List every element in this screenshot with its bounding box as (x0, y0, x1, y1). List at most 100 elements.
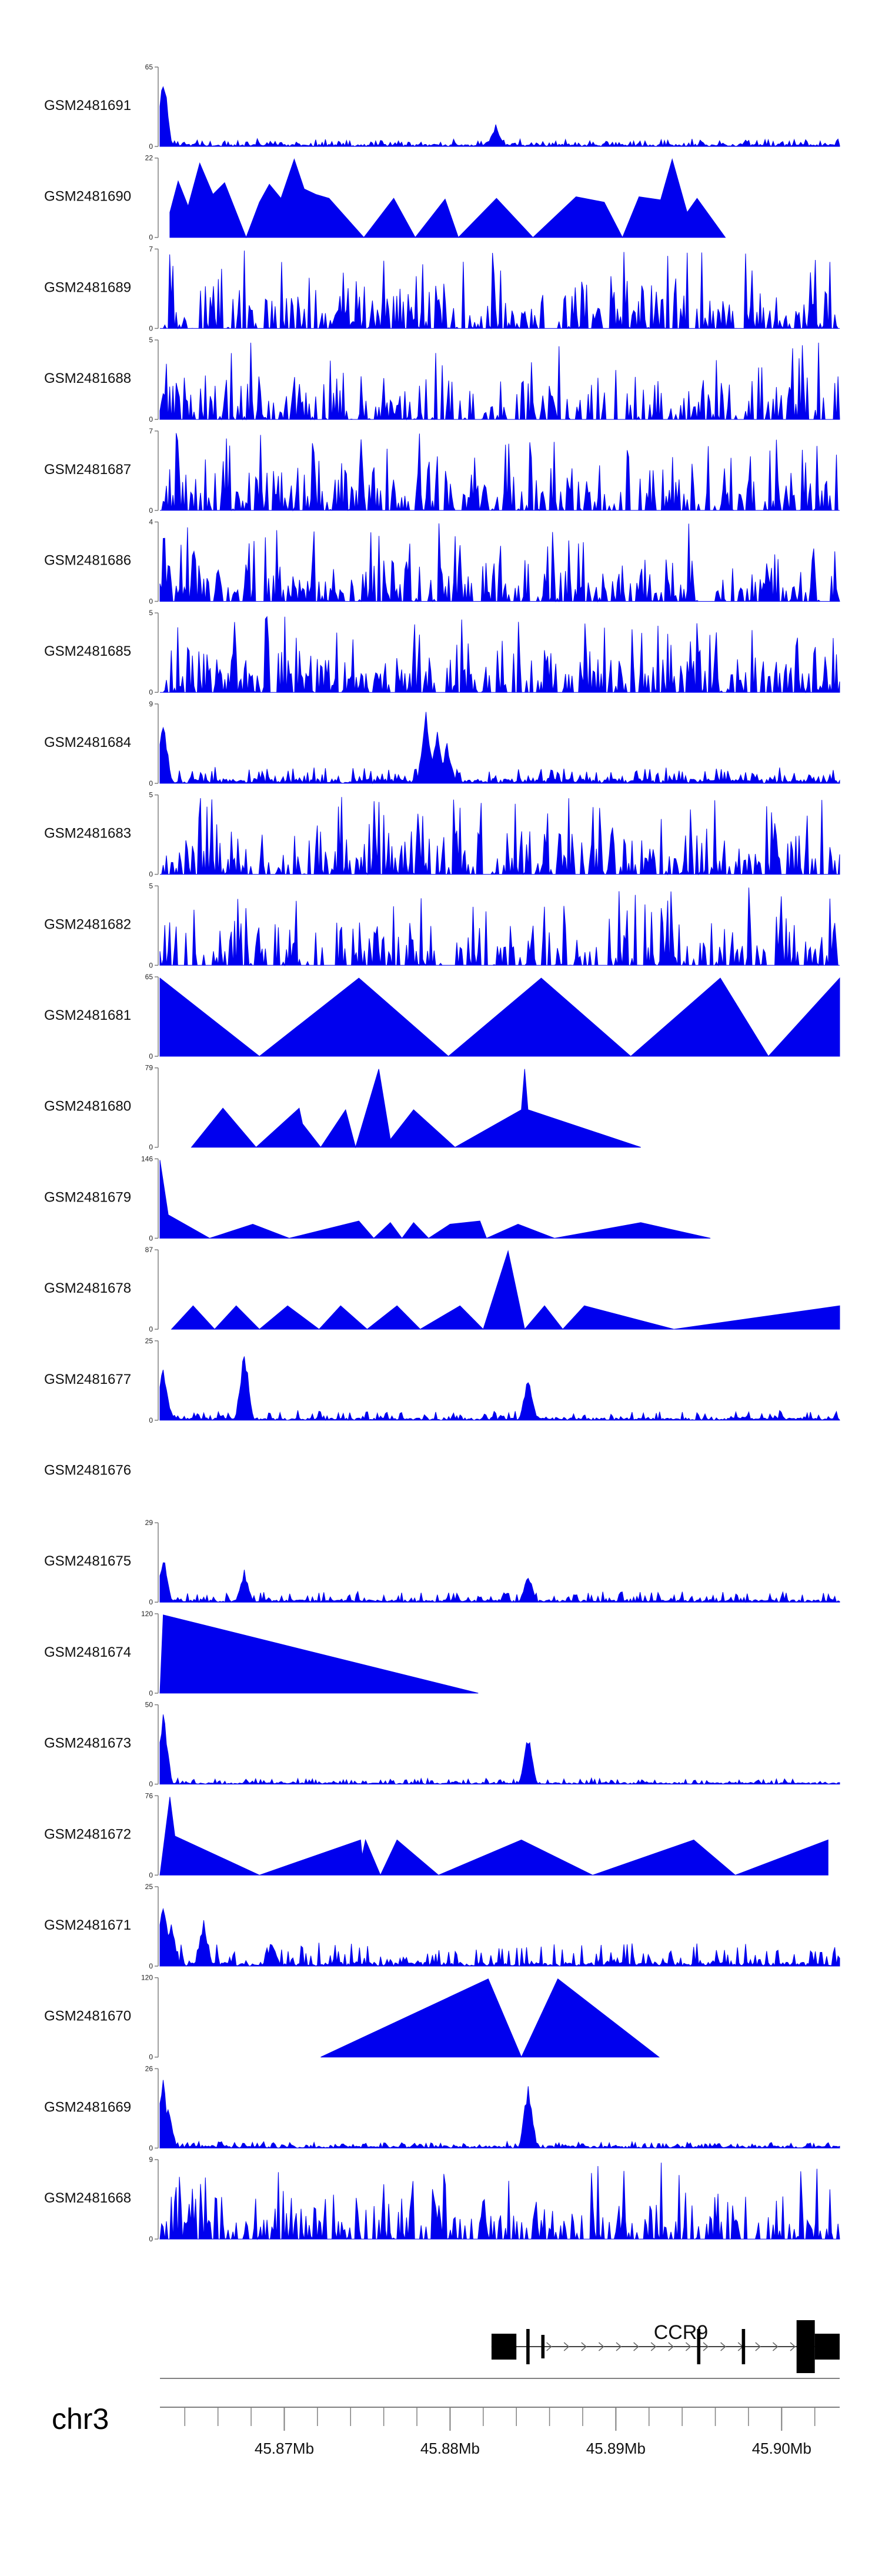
track-coverage-area (160, 616, 840, 693)
track-y-zero-label: 0 (149, 233, 153, 242)
track-GSM2481681: GSM2481681 65 0 (44, 973, 840, 1060)
gene-exons (491, 2320, 840, 2373)
track-label: GSM2481672 (44, 1826, 131, 1842)
track-y-max-label: 120 (141, 1610, 153, 1618)
track-label: GSM2481686 (44, 553, 131, 569)
gene-strand-arrows (546, 2342, 796, 2351)
track-y-max-label: 5 (149, 882, 153, 890)
track-GSM2481672: GSM2481672 76 0 (44, 1791, 828, 1879)
track-y-max-label: 146 (141, 1154, 153, 1163)
track-label: GSM2481668 (44, 2190, 131, 2206)
track-label: GSM2481681 (44, 1007, 131, 1023)
track-coverage-area (159, 523, 840, 603)
axis-tick-label: 45.90Mb (752, 2440, 811, 2457)
track-coverage-area (160, 433, 840, 512)
track-y-zero-label: 0 (149, 598, 153, 606)
track-coverage-area (159, 887, 840, 967)
track-GSM2481675: GSM2481675 29 0 (44, 1519, 840, 1606)
track-y-zero-label: 0 (149, 1416, 153, 1424)
strand-chevron (668, 2342, 674, 2351)
track-GSM2481687: GSM2481687 7 0 (44, 427, 840, 515)
track-coverage-area (159, 1714, 840, 1785)
strand-chevron (633, 2342, 639, 2351)
axis-tick-labels: 45.87Mb 45.88Mb 45.89Mb 45.90Mb (255, 2440, 811, 2457)
track-y-max-label: 22 (145, 154, 153, 162)
track-y-max-label: 65 (145, 63, 153, 71)
track-y-max-label: 5 (149, 609, 153, 617)
chromosome-label: chr3 (52, 2403, 109, 2435)
track-coverage-area (159, 1614, 479, 1694)
track-label: GSM2481687 (44, 462, 131, 478)
track-label: GSM2481690 (44, 189, 131, 205)
track-GSM2481686: GSM2481686 4 0 (44, 518, 840, 606)
track-y-max-label: 25 (145, 1883, 153, 1891)
strand-chevron (650, 2342, 657, 2351)
track-y-max-label: 9 (149, 700, 153, 708)
track-label: GSM2481677 (44, 1372, 131, 1387)
track-label: GSM2481676 (44, 1463, 131, 1479)
track-GSM2481674: GSM2481674 120 0 (44, 1610, 479, 1697)
track-y-max-label: 76 (145, 1791, 153, 1800)
track-y-zero-label: 0 (149, 2144, 153, 2152)
strand-chevron (772, 2342, 779, 2351)
axis-tick-label: 45.87Mb (255, 2440, 314, 2457)
track-y-max-label: 29 (145, 1519, 153, 1527)
track-coverage-area (159, 86, 840, 148)
track-GSM2481682: GSM2481682 5 0 (44, 882, 840, 969)
track-coverage-area (159, 2080, 840, 2149)
axis-ticks (184, 2407, 816, 2431)
strand-chevron (720, 2342, 726, 2351)
strand-chevron (616, 2342, 622, 2351)
track-y-zero-label: 0 (149, 1871, 153, 1879)
gene-exon (814, 2334, 840, 2360)
gene-exon (491, 2334, 517, 2360)
track-y-zero-label: 0 (149, 1598, 153, 1606)
track-GSM2481670: GSM2481670 120 0 (44, 1974, 660, 2061)
track-coverage-area (160, 797, 840, 876)
track-coverage-area (159, 1356, 840, 1421)
track-y-zero-label: 0 (149, 2053, 153, 2061)
track-y-zero-label: 0 (149, 1689, 153, 1697)
track-y-max-label: 79 (145, 1064, 153, 1072)
gene-exon (741, 2329, 746, 2364)
track-label: GSM2481691 (44, 98, 131, 114)
strand-chevron (581, 2342, 587, 2351)
track-y-zero-label: 0 (149, 1234, 153, 1242)
track-y-max-label: 65 (145, 973, 153, 981)
track-y-max-label: 7 (149, 245, 153, 253)
track-GSM2481691: GSM2481691 65 0 (44, 63, 840, 151)
strand-chevron (790, 2342, 796, 2351)
track-GSM2481677: GSM2481677 25 0 (44, 1337, 840, 1424)
track-label: GSM2481688 (44, 371, 131, 386)
track-label: GSM2481671 (44, 1917, 131, 1933)
track-GSM2481680: GSM2481680 79 0 (44, 1064, 641, 1152)
track-label: GSM2481670 (44, 2008, 131, 2024)
track-label: GSM2481683 (44, 826, 131, 842)
track-y-zero-label: 0 (149, 961, 153, 969)
track-label: GSM2481678 (44, 1280, 131, 1296)
gene-exon (697, 2329, 701, 2364)
data-tracks: GSM2481691650GSM2481690220GSM248168970GS… (44, 63, 840, 2243)
track-coverage-area (159, 1562, 840, 1603)
track-y-max-label: 9 (149, 2155, 153, 2164)
track-coverage-area (159, 1797, 828, 1876)
track-y-zero-label: 0 (149, 415, 153, 423)
track-y-zero-label: 0 (149, 2235, 153, 2243)
track-y-max-label: 120 (141, 1974, 153, 1982)
track-y-max-label: 5 (149, 336, 153, 344)
track-coverage-area (159, 2163, 840, 2240)
axis-tick-label: 45.89Mb (586, 2440, 646, 2457)
track-label: GSM2481669 (44, 2099, 131, 2115)
track-y-zero-label: 0 (149, 1143, 153, 1152)
track-GSM2481688: GSM2481688 5 0 (44, 336, 840, 423)
strand-chevron (563, 2342, 570, 2351)
track-GSM2481679: GSM2481679 146 0 (44, 1154, 711, 1242)
track-coverage-area (159, 1160, 711, 1239)
track-y-zero-label: 0 (149, 142, 153, 151)
track-GSM2481671: GSM2481671 25 0 (44, 1883, 840, 1970)
track-label: GSM2481689 (44, 279, 131, 295)
track-y-max-label: 50 (145, 1701, 153, 1709)
track-y-zero-label: 0 (149, 688, 153, 696)
track-y-max-label: 4 (149, 518, 153, 526)
